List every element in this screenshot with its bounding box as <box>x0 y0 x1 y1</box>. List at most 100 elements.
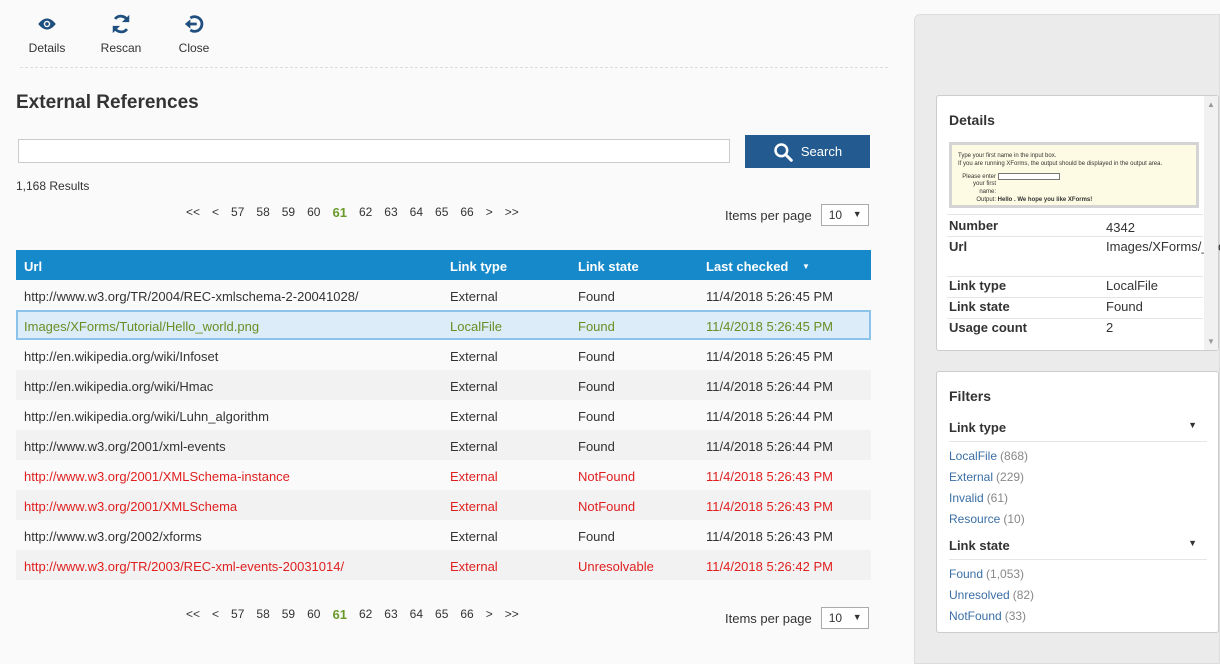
search-button-label: Search <box>800 144 843 159</box>
search-button[interactable]: Search <box>745 135 870 168</box>
cell-link-type: External <box>450 559 498 574</box>
page-link[interactable]: << <box>186 607 201 621</box>
table-row[interactable]: http://en.wikipedia.org/wiki/Hmac Externa… <box>16 370 871 400</box>
filter-item[interactable]: Unresolved (82) <box>949 588 1035 602</box>
preview-image: Type your first name in the input box. I… <box>949 142 1199 208</box>
caret-down-icon: ▼ <box>1188 538 1197 548</box>
cell-link-type: External <box>450 529 498 544</box>
cell-url: http://en.wikipedia.org/wiki/Luhn_algori… <box>24 409 269 424</box>
pager-top: << <57 58 59 60 61 62 63 64 65 66 > >> <box>180 202 525 222</box>
items-per-page-label: Items per page <box>725 207 812 223</box>
exit-icon <box>184 15 204 33</box>
close-button[interactable]: Close <box>164 10 224 55</box>
scroll-up-icon[interactable]: ▲ <box>1207 100 1215 109</box>
details-scrollbar[interactable]: ▲ ▼ <box>1204 96 1218 350</box>
filters-panel: Filters Link type ▼ LocalFile (868) Extern… <box>936 371 1219 633</box>
header-url[interactable]: Url <box>24 259 43 274</box>
page-link[interactable]: > <box>485 205 493 219</box>
cell-url: http://www.w3.org/2001/XMLSchema <box>24 499 238 514</box>
page-link[interactable]: 58 <box>256 205 270 219</box>
page-link[interactable]: << <box>186 205 201 219</box>
page-link[interactable]: 61 <box>332 606 347 622</box>
page-link[interactable]: 66 <box>460 607 474 621</box>
cell-link-type: External <box>450 349 498 364</box>
cell-last-checked: 11/4/2018 5:26:44 PM <box>706 379 833 394</box>
details-button[interactable]: Details <box>17 10 77 55</box>
page-link[interactable]: >> <box>504 205 519 219</box>
page-link[interactable]: 60 <box>307 607 321 621</box>
cell-link-type: External <box>450 499 498 514</box>
page-link[interactable]: 57 <box>231 205 245 219</box>
page-link[interactable]: 61 <box>332 204 347 220</box>
page-link[interactable]: 59 <box>281 205 296 219</box>
page-link[interactable]: < <box>212 205 220 219</box>
page-link[interactable]: 57 <box>231 607 245 621</box>
page-link[interactable]: 63 <box>384 205 398 219</box>
items-per-page-select[interactable]: 10 ▼ <box>820 607 869 629</box>
page-link[interactable]: 65 <box>435 607 449 621</box>
caret-down-icon: ▼ <box>1188 420 1197 430</box>
page-link[interactable]: 64 <box>409 205 424 219</box>
table-row[interactable]: http://en.wikipedia.org/wiki/Luhn_algori… <box>16 400 871 430</box>
table-row[interactable]: http://www.w3.org/2001/XMLSchema-instanc… <box>16 460 871 490</box>
filter-item[interactable]: NotFound (33) <box>949 609 1027 623</box>
table-row[interactable]: http://www.w3.org/2002/xforms External Fou… <box>16 520 871 550</box>
page-title: External References <box>16 92 199 113</box>
cell-link-state: NotFound <box>578 499 636 514</box>
filter-link-type-header[interactable]: Link type ▼ <box>949 420 1207 442</box>
page-link[interactable]: 65 <box>435 205 449 219</box>
filter-item[interactable]: Found (1,053) <box>949 567 1025 581</box>
cell-url: http://www.w3.org/TR/2004/REC-xmlschema-… <box>24 289 359 304</box>
cell-link-type: External <box>450 439 498 454</box>
cell-last-checked: 11/4/2018 5:26:44 PM <box>706 409 833 424</box>
header-link-type[interactable]: Link type <box>450 259 508 274</box>
table-row[interactable]: http://www.w3.org/2001/XMLSchema External… <box>16 490 871 520</box>
page-link[interactable]: 62 <box>358 205 373 219</box>
cell-url: http://en.wikipedia.org/wiki/Infoset <box>24 349 219 364</box>
filter-item[interactable]: External (229) <box>949 470 1025 484</box>
page-link[interactable]: < <box>212 607 220 621</box>
page-link[interactable]: 59 <box>281 607 296 621</box>
table-row[interactable]: http://www.w3.org/TR/2004/REC-xmlschema-… <box>16 280 871 310</box>
filter-item[interactable]: Invalid (61) <box>949 491 1009 505</box>
cell-url: Images/XForms/Tutorial/Hello_world.png <box>24 319 260 334</box>
header-link-state[interactable]: Link state <box>578 259 639 274</box>
page-link[interactable]: >> <box>504 607 519 621</box>
page-link[interactable]: 63 <box>384 607 398 621</box>
table-row[interactable]: Images/XForms/Tutorial/Hello_world.png Lo… <box>16 310 871 340</box>
filter-link-state-header[interactable]: Link state ▼ <box>949 538 1207 560</box>
details-label: Details <box>28 41 66 55</box>
cell-last-checked: 11/4/2018 5:26:44 PM <box>706 439 833 454</box>
cell-last-checked: 11/4/2018 5:26:45 PM <box>706 349 833 364</box>
table-row[interactable]: http://www.w3.org/TR/2003/REC-xml-events… <box>16 550 871 580</box>
page-link[interactable]: 62 <box>358 607 373 621</box>
cell-link-type: LocalFile <box>450 319 503 334</box>
filter-item[interactable]: LocalFile (868) <box>949 449 1029 463</box>
page-link[interactable]: 66 <box>460 205 474 219</box>
items-per-page-bottom: Items per page 10 ▼ <box>725 607 869 629</box>
cell-link-type: External <box>450 469 498 484</box>
sort-desc-icon: ▼ <box>802 262 810 271</box>
cell-url: http://en.wikipedia.org/wiki/Hmac <box>24 379 214 394</box>
cell-link-type: External <box>450 289 498 304</box>
page-link[interactable]: 64 <box>409 607 424 621</box>
cell-last-checked: 11/4/2018 5:26:43 PM <box>706 529 833 544</box>
table-row[interactable]: http://en.wikipedia.org/wiki/Infoset Exte… <box>16 340 871 370</box>
filter-item[interactable]: Resource (10) <box>949 512 1025 526</box>
cell-url: http://www.w3.org/2001/xml-events <box>24 439 226 454</box>
references-table: Url Link type Link state Last checked ▼ … <box>16 250 871 580</box>
cell-last-checked: 11/4/2018 5:26:45 PM <box>706 319 833 334</box>
scroll-down-icon[interactable]: ▼ <box>1207 337 1215 346</box>
table-row[interactable]: http://www.w3.org/2001/xml-events Externa… <box>16 430 871 460</box>
cell-link-state: Found <box>578 379 615 394</box>
details-title: Details <box>949 112 995 128</box>
cell-last-checked: 11/4/2018 5:26:43 PM <box>706 469 833 484</box>
page-link[interactable]: 60 <box>307 205 321 219</box>
header-last-checked[interactable]: Last checked ▼ <box>706 259 810 274</box>
rescan-button[interactable]: Rescan <box>91 10 151 55</box>
page-link[interactable]: > <box>485 607 493 621</box>
items-per-page-select[interactable]: 10 ▼ <box>820 204 869 226</box>
search-input[interactable] <box>18 139 730 163</box>
page-link[interactable]: 58 <box>256 607 270 621</box>
cell-link-state: Found <box>578 349 615 364</box>
